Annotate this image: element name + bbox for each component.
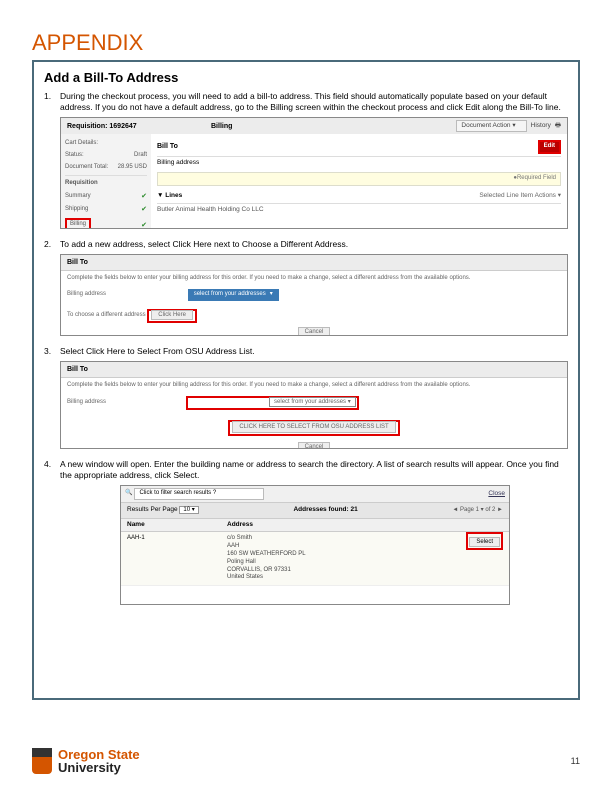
osu-list-button[interactable]: CLICK HERE TO SELECT FROM OSU ADDRESS LI…	[232, 421, 395, 433]
page-number: 11	[571, 756, 580, 766]
billing-address-label: Billing address	[67, 399, 106, 407]
screenshot-1: Requisition: 1692647 Billing Document Ac…	[60, 117, 568, 229]
total-label: Document Total:	[65, 164, 108, 172]
content-frame: Add a Bill-To Address During the checkou…	[32, 60, 580, 700]
check-icon: ✔	[141, 205, 147, 214]
left-nav: Cart Details: Status: Draft Document Tota…	[61, 134, 151, 229]
check-icon: ✔	[141, 192, 147, 201]
step-4: A new window will open. Enter the buildi…	[44, 459, 568, 605]
nav-billing[interactable]: Billing ✔	[65, 216, 147, 229]
cancel-button[interactable]: Cancel	[298, 327, 331, 337]
required-banner: ● Required Field	[157, 172, 561, 186]
select-button[interactable]: Select	[469, 537, 500, 547]
row-name: AAH-1	[127, 535, 227, 582]
billto-header: Bill To	[61, 362, 567, 378]
search-input[interactable]: Click to filter search results ?	[134, 488, 264, 500]
select-highlight: Select	[466, 532, 503, 550]
requisition-label: Requisition: 1692647	[67, 122, 137, 131]
step-3: Select Click Here to Select From OSU Add…	[44, 346, 568, 449]
address-select[interactable]: select from your addresses ▾	[269, 397, 356, 407]
screenshot-2: Bill To Complete the fields below to ent…	[60, 254, 568, 336]
col-address: Address	[227, 521, 503, 529]
edit-button[interactable]: Edit	[538, 140, 561, 154]
page-footer: Oregon State University 11	[32, 748, 580, 774]
screenshot-3: Bill To Complete the fields below to ent…	[60, 361, 568, 449]
billto-header: Bill To	[157, 142, 178, 151]
address-dropdown[interactable]: select from your addresses	[188, 289, 279, 301]
billing-address-label: Billing address	[157, 157, 561, 169]
rpp-select[interactable]: 10 ▾	[179, 506, 198, 514]
requisition-section: Requisition	[65, 178, 147, 190]
total-value: 28.95 USD	[118, 164, 147, 172]
screenshot-4: 🔍 Click to filter search results ? Close…	[120, 485, 510, 605]
status-label: Status:	[65, 152, 84, 160]
osu-list-highlight: CLICK HERE TO SELECT FROM OSU ADDRESS LI…	[228, 420, 399, 436]
click-here-highlight: Click Here	[147, 309, 197, 323]
billto-header: Bill To	[61, 255, 567, 271]
search-icon: 🔍	[125, 490, 132, 498]
cancel-button[interactable]: Cancel	[298, 442, 331, 450]
step-text: During the checkout process, you will ne…	[60, 91, 568, 113]
row-address: c/o Smith AAH 160 SW WEATHERFORD PL Poli…	[227, 535, 503, 582]
billing-address-label: Billing address	[67, 291, 106, 297]
nav-shipping[interactable]: Shipping✔	[65, 203, 147, 216]
table-row: AAH-1 c/o Smith AAH 160 SW WEATHERFORD P…	[121, 532, 509, 586]
pager[interactable]: ◄ Page 1 ▾ of 2 ►	[452, 507, 503, 515]
col-name: Name	[127, 521, 227, 529]
step-text: To add a new address, select Click Here …	[60, 239, 568, 250]
shield-icon	[32, 748, 52, 774]
print-icon[interactable]: 🖶	[555, 122, 561, 130]
section-title: Add a Bill-To Address	[44, 70, 568, 85]
billing-highlight: Billing	[65, 218, 91, 229]
line-actions-dropdown[interactable]: Selected Line Item Actions ▾	[479, 192, 561, 200]
status-value: Draft	[134, 152, 147, 160]
rpp-label: Results Per Page	[127, 506, 178, 513]
lines-header: ▼ Lines	[157, 192, 182, 200]
nav-summary[interactable]: Summary✔	[65, 190, 147, 203]
appendix-heading: APPENDIX	[32, 30, 580, 56]
logo-line2: University	[58, 761, 140, 774]
check-icon: ✔	[141, 221, 147, 229]
step-text: A new window will open. Enter the buildi…	[60, 459, 568, 481]
step-2: To add a new address, select Click Here …	[44, 239, 568, 336]
choose-diff-label: To choose a different address	[67, 312, 146, 318]
close-link[interactable]: Close	[488, 490, 505, 498]
step-text: Select Click Here to Select From OSU Add…	[60, 346, 568, 357]
addresses-found: Addresses found: 21	[293, 506, 357, 514]
vendor-row: Butler Animal Health Holding Co LLC	[157, 204, 561, 216]
instruction-text: Complete the fields below to enter your …	[67, 382, 561, 390]
click-here-button[interactable]: Click Here	[151, 310, 193, 320]
cart-label: Cart Details:	[65, 140, 98, 148]
doc-action-dropdown[interactable]: Document Action ▾	[456, 120, 526, 132]
step-1: During the checkout process, you will ne…	[44, 91, 568, 229]
university-logo: Oregon State University	[32, 748, 140, 774]
steps-list: During the checkout process, you will ne…	[44, 91, 568, 605]
select-highlight: select from your addresses ▾	[186, 396, 359, 410]
history-link[interactable]: History	[531, 122, 551, 130]
billing-header: Billing	[211, 122, 232, 131]
instruction-text: Complete the fields below to enter your …	[67, 275, 561, 283]
